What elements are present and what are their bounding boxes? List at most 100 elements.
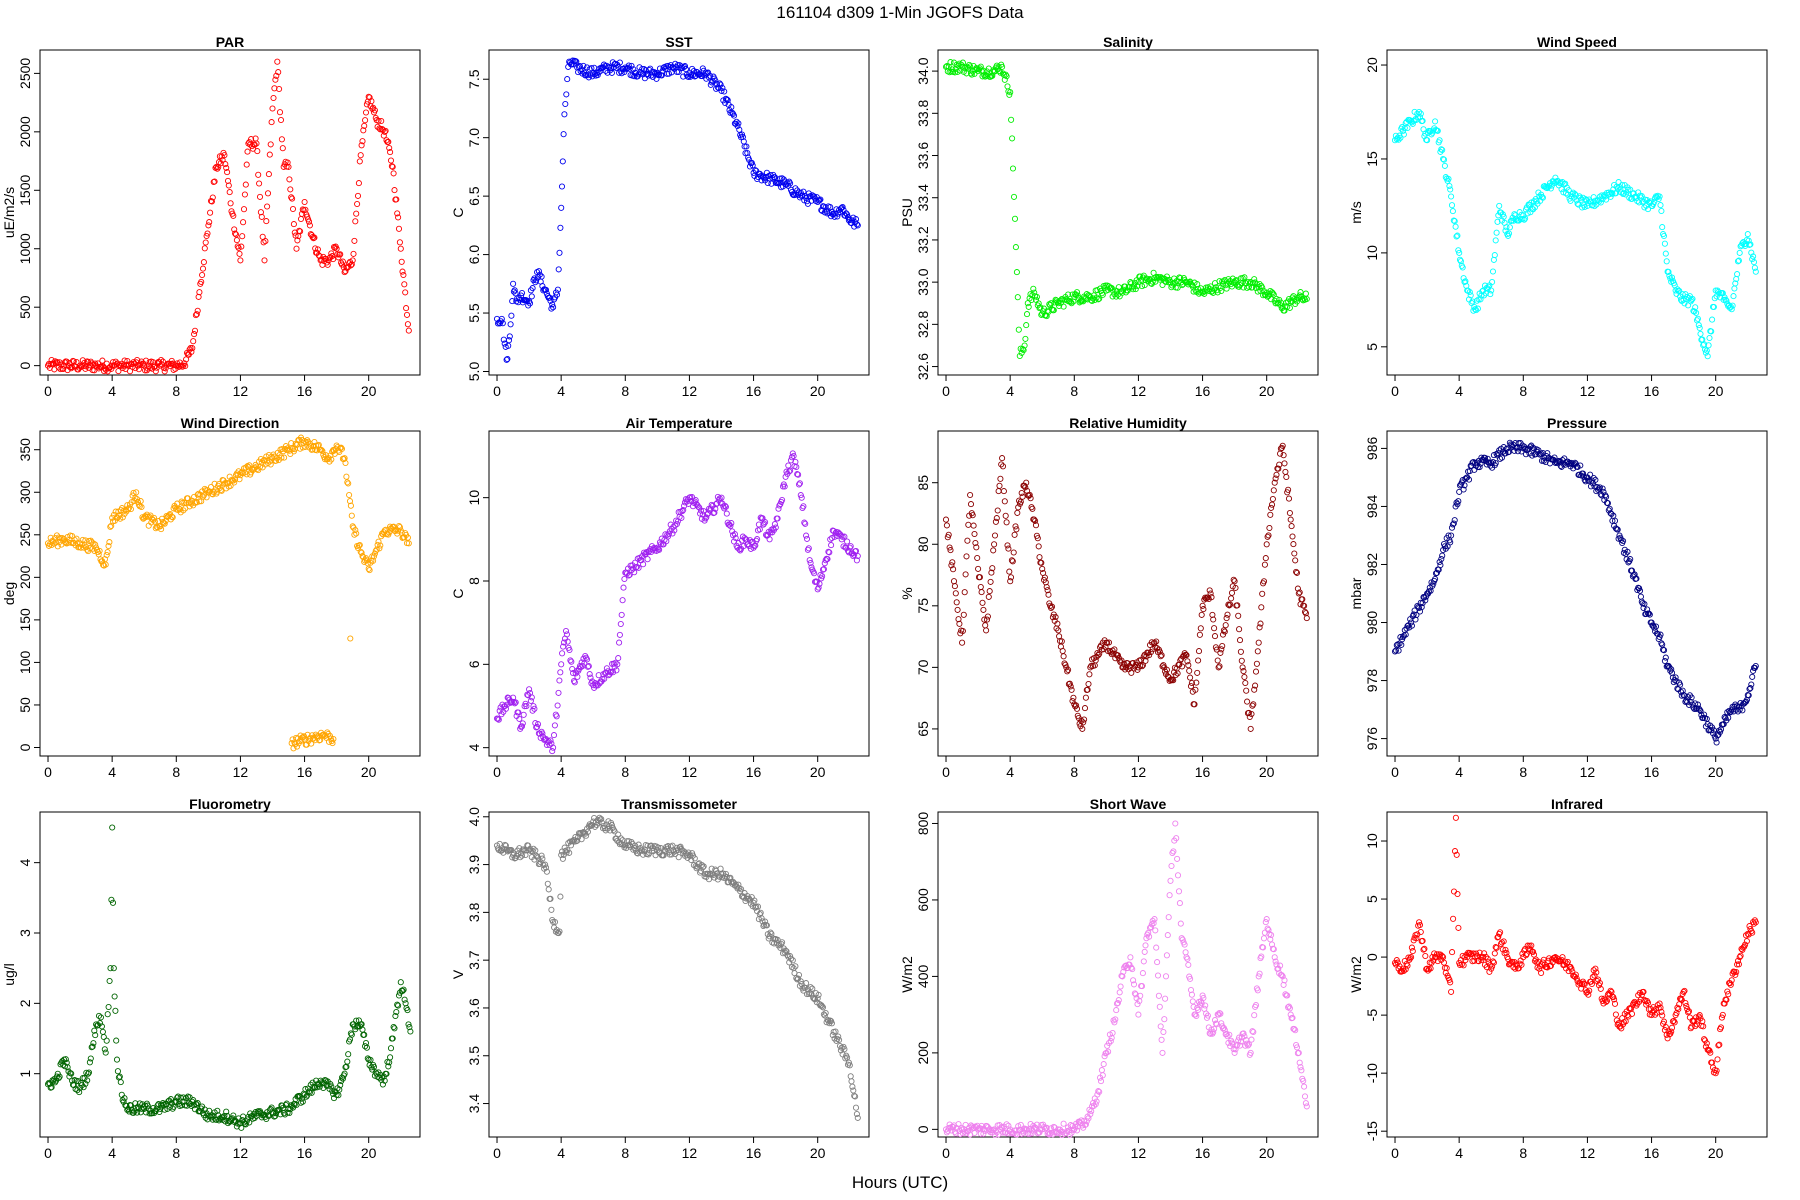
data-point (1206, 587, 1213, 594)
data-point (1202, 288, 1209, 295)
data-point (628, 62, 635, 69)
data-point (1547, 185, 1554, 192)
data-point (363, 101, 370, 108)
panel-title: PAR (216, 34, 245, 50)
data-point (705, 74, 713, 81)
panel-title: Wind Direction (181, 415, 280, 431)
data-point (201, 245, 208, 252)
data-point (754, 536, 761, 543)
data-point (297, 228, 304, 235)
data-point (1477, 296, 1484, 303)
data-point (1725, 303, 1732, 310)
data-point (965, 65, 972, 72)
y-tick-label: 3.5 (466, 1046, 482, 1066)
data-point (1029, 505, 1036, 512)
data-point (332, 243, 339, 250)
data-point (379, 126, 386, 133)
data-point (1067, 299, 1074, 306)
data-point (92, 541, 99, 548)
data-point (1432, 118, 1439, 125)
data-point (1408, 944, 1415, 951)
y-tick-label: 0 (1364, 953, 1380, 961)
data-point (1014, 509, 1021, 516)
data-point (1659, 224, 1666, 231)
data-point (134, 496, 141, 503)
data-point (1723, 297, 1730, 304)
data-point (1465, 287, 1472, 294)
y-axis-label: % (899, 587, 915, 599)
data-point (1288, 523, 1295, 530)
data-point (1263, 541, 1270, 548)
data-point (298, 210, 305, 217)
panel-title: Relative Humidity (1069, 415, 1187, 431)
data-point (268, 119, 275, 126)
data-point (356, 158, 363, 165)
data-point (852, 1104, 860, 1111)
data-point (1474, 305, 1481, 312)
data-point (99, 1028, 106, 1035)
data-point (573, 58, 580, 65)
data-point (118, 1091, 125, 1098)
y-tick-label: 3.7 (466, 950, 482, 970)
data-point (95, 551, 102, 558)
data-point (339, 258, 346, 265)
data-point (1050, 307, 1057, 314)
data-point (752, 167, 759, 174)
data-point (1175, 278, 1182, 285)
data-point (1461, 278, 1468, 286)
data-point (967, 70, 975, 77)
y-tick-label: 33.4 (915, 184, 931, 211)
data-point (510, 280, 517, 287)
y-tick-label: 400 (915, 965, 931, 989)
data-point (242, 181, 249, 188)
data-point (1445, 175, 1452, 182)
data-point (793, 463, 800, 471)
x-tick-label: 12 (233, 1145, 249, 1161)
data-point (1018, 489, 1025, 497)
data-point (844, 1054, 851, 1061)
data-point (644, 556, 651, 563)
x-tick-label: 12 (1580, 764, 1596, 780)
data-point (1456, 249, 1463, 256)
data-point (262, 238, 269, 245)
data-point (548, 906, 555, 913)
series-points (44, 58, 412, 375)
data-point (187, 345, 194, 352)
data-point (1003, 73, 1010, 80)
data-point (352, 218, 359, 225)
data-point (503, 356, 510, 363)
data-point (105, 542, 112, 550)
data-point (276, 109, 284, 116)
data-point (1467, 292, 1474, 299)
data-point (232, 231, 240, 238)
data-point (296, 227, 303, 234)
data-point (1417, 110, 1424, 117)
data-point (1466, 288, 1473, 296)
data-point (218, 487, 225, 494)
data-point (1303, 1103, 1310, 1110)
data-point (400, 271, 407, 279)
data-point (1267, 511, 1274, 518)
data-point (1254, 987, 1261, 994)
data-point (86, 362, 93, 369)
data-point (1734, 258, 1742, 265)
data-point (1212, 284, 1219, 291)
data-point (1489, 278, 1496, 286)
data-point (1088, 297, 1095, 304)
x-tick-label: 20 (361, 764, 377, 780)
series-points (44, 824, 414, 1131)
data-point (529, 285, 536, 292)
data-point (1697, 330, 1704, 337)
data-point (287, 186, 294, 193)
data-point (403, 311, 411, 318)
x-tick-label: 0 (1391, 1145, 1399, 1161)
data-point (1036, 554, 1043, 561)
data-point (227, 482, 234, 489)
y-tick-label: -15 (1364, 1121, 1380, 1141)
data-point (1448, 193, 1455, 200)
data-point (202, 487, 209, 494)
data-point (1146, 276, 1153, 283)
